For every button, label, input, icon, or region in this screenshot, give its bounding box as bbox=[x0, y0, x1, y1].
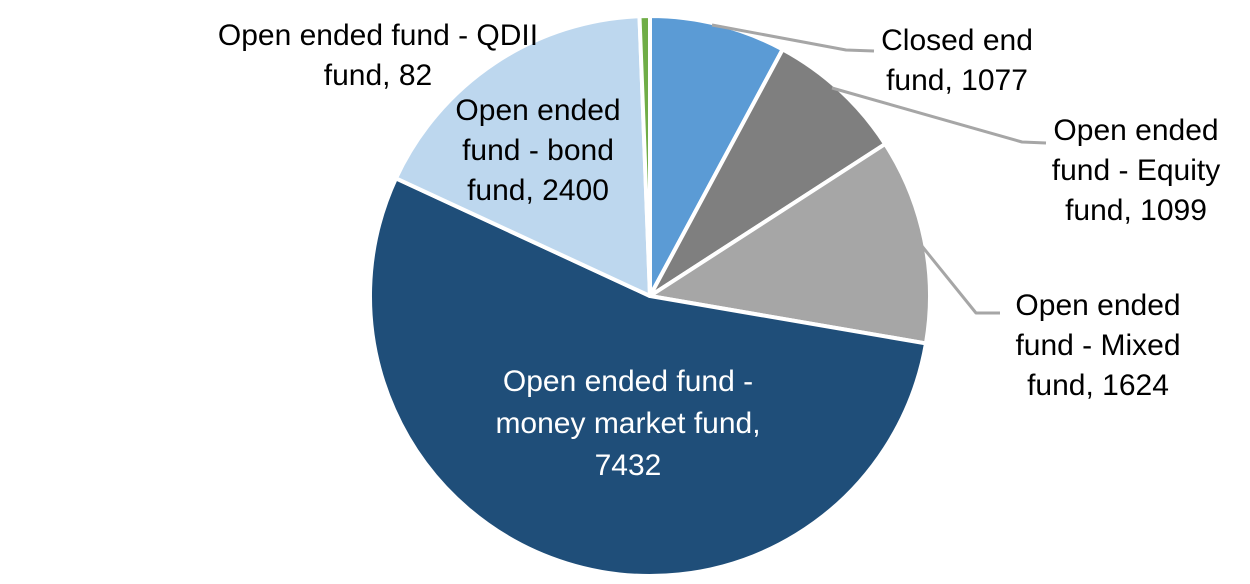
pie-slice-closed-end-fund bbox=[648, 14, 785, 298]
data-label-line: fund, 1077 bbox=[886, 64, 1028, 97]
pie-slice-open-ended-fund-money-market-fund bbox=[368, 176, 928, 578]
data-label-line: Open ended bbox=[1015, 289, 1181, 322]
data-label-line: fund - Equity bbox=[1051, 154, 1221, 187]
data-label-closed-end-fund: Closed end fund, 1077 bbox=[797, 21, 1117, 101]
data-label-line: Open ended bbox=[455, 94, 621, 127]
data-label-line: Open ended fund - QDII bbox=[217, 19, 539, 52]
data-label-line: Closed end bbox=[881, 24, 1033, 57]
data-label-line: fund - Mixed bbox=[1015, 329, 1181, 362]
data-label-open-ended-fund-bond-fund: Open ended fund - bond fund, 2400 bbox=[378, 91, 698, 211]
data-label-line: money market fund, bbox=[495, 407, 761, 440]
data-label-open-ended-fund-mixed-fund: Open ended fund - Mixed fund, 1624 bbox=[938, 286, 1250, 406]
data-label-line: fund, 82 bbox=[323, 59, 433, 92]
data-label-open-ended-fund-qdii-fund: Open ended fund - QDII fund, 82 bbox=[158, 16, 598, 96]
pie-slice-open-ended-fund-bond-fund bbox=[393, 14, 652, 298]
data-label-line: fund - bond bbox=[462, 134, 614, 167]
leader-line-open-ended-fund-mixed-fund bbox=[915, 239, 1000, 315]
data-label-line: fund, 2400 bbox=[467, 174, 609, 207]
leader-line-open-ended-fund-equity-fund bbox=[831, 86, 1047, 145]
pie-slice-open-ended-fund-qdii-fund bbox=[637, 14, 652, 298]
data-label-open-ended-fund-equity-fund: Open ended fund - Equity fund, 1099 bbox=[976, 111, 1250, 231]
data-label-line: Open ended bbox=[1053, 114, 1219, 147]
data-label-line: Open ended fund - bbox=[502, 365, 754, 398]
data-label-line: fund, 1624 bbox=[1027, 369, 1169, 402]
data-label-open-ended-fund-money-market-fund: Open ended fund - money market fund, 743… bbox=[458, 361, 798, 487]
data-label-line: fund, 1099 bbox=[1065, 194, 1207, 227]
leader-line-closed-end-fund bbox=[711, 23, 875, 53]
pie-slice-open-ended-fund-mixed-fund bbox=[648, 142, 932, 346]
data-label-line: 7432 bbox=[594, 449, 662, 482]
